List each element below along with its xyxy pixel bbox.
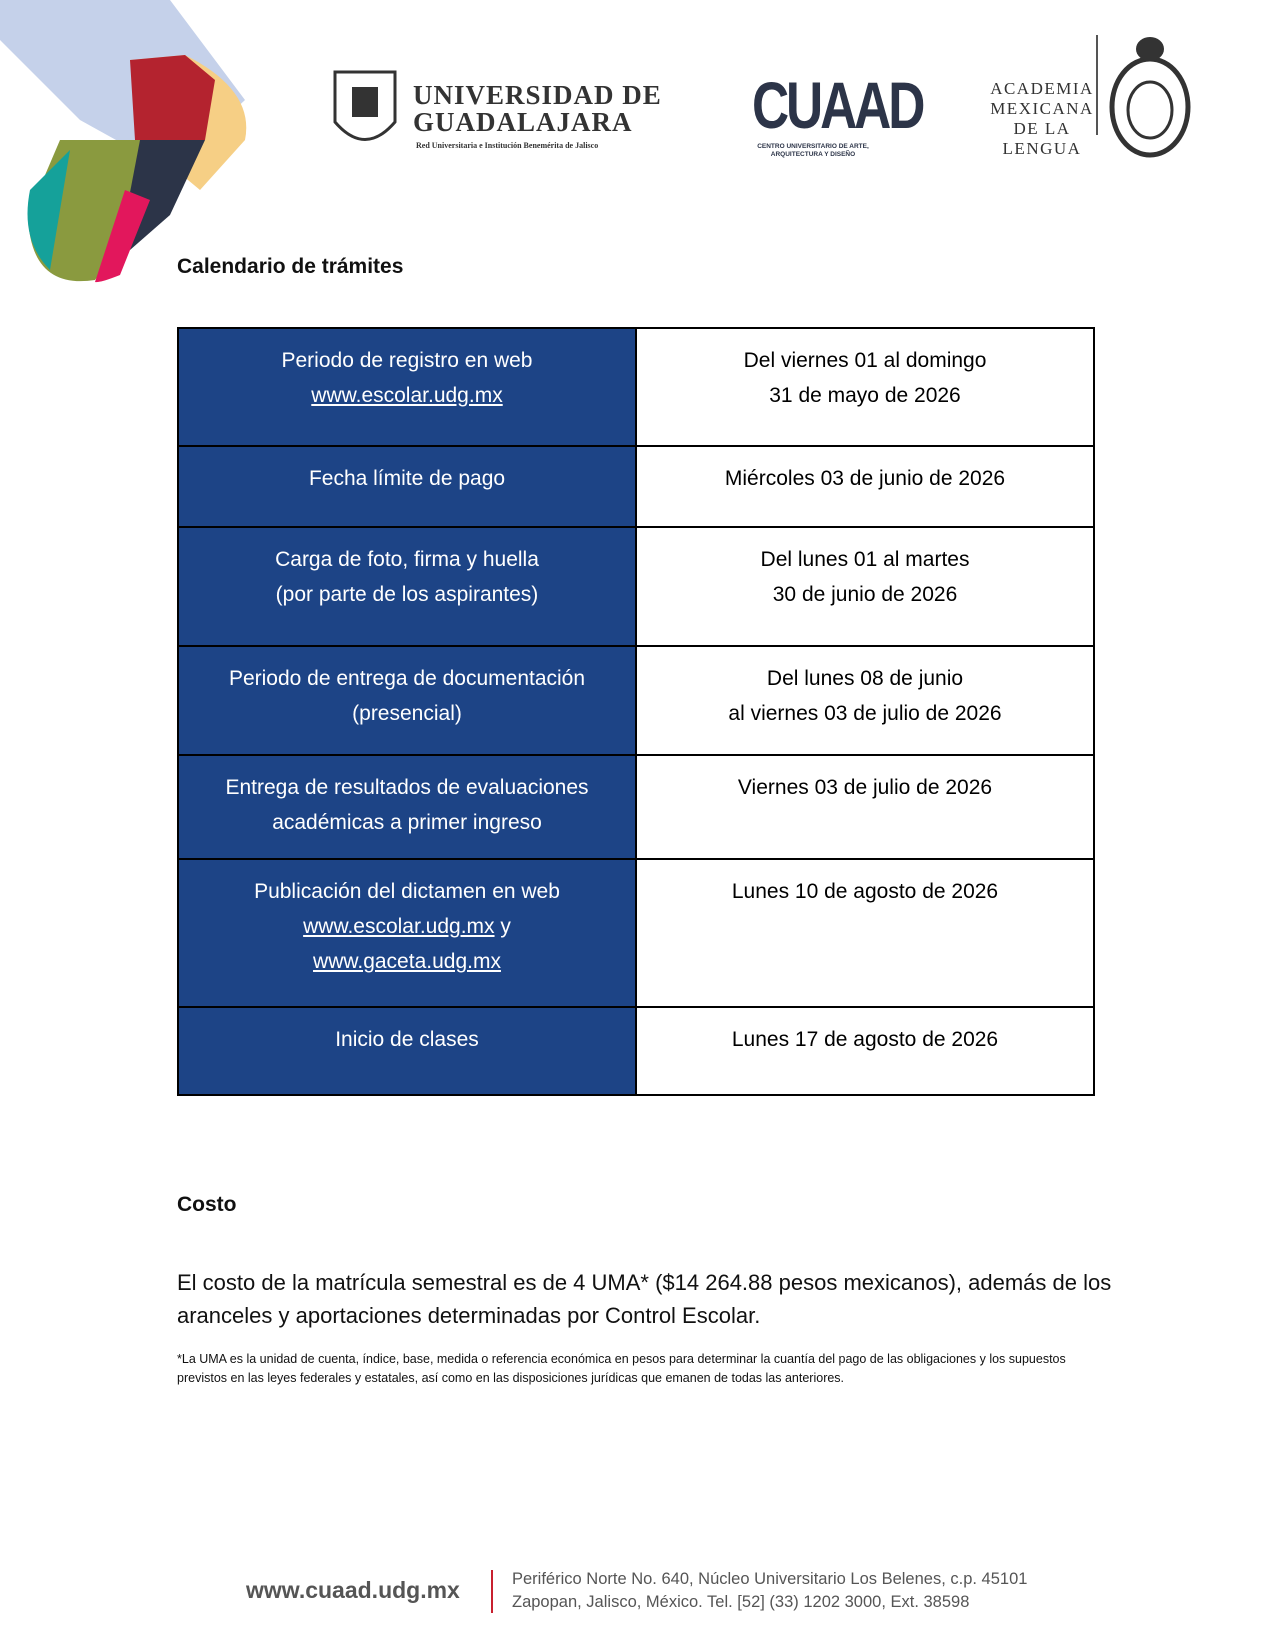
cell-line: Lunes 10 de agosto de 2026 — [647, 874, 1083, 909]
text: al viernes 03 de julio de 2026 — [728, 702, 1002, 725]
section-title: Costo — [177, 1193, 237, 1216]
cell-line: Fecha límite de pago — [189, 461, 625, 496]
table-row: Periodo de entrega de documentación (pres… — [177, 645, 1095, 756]
date-cell: Lunes 17 de agosto de 2026 — [635, 1006, 1095, 1096]
logo-text: UNIVERSIDAD DE — [413, 80, 662, 110]
cell-line: Inicio de clases — [189, 1022, 625, 1057]
text: Lunes 17 de agosto de 2026 — [731, 1028, 999, 1051]
footer-url[interactable]: www.cuaad.udg.mx — [246, 1577, 460, 1603]
table-row: Inicio de clases Lunes 17 de agosto de 20… — [177, 1006, 1095, 1096]
text: (por parte de los aspirantes) — [275, 583, 539, 606]
text: Del lunes 01 al martes — [760, 548, 970, 571]
table-row: Fecha límite de pago Miércoles 03 de juni… — [177, 445, 1095, 528]
date-cell: Miércoles 03 de junio de 2026 — [635, 445, 1095, 528]
cell-line: Carga de foto, firma y huella — [189, 542, 625, 577]
table-row: Carga de foto, firma y huella (por parte … — [177, 526, 1095, 647]
academia-crest — [1109, 37, 1191, 158]
text: Inicio de clases — [335, 1028, 479, 1051]
schedule-table: Periodo de registro en web www.escolar.ud… — [177, 327, 1095, 1096]
date-cell: Viernes 03 de julio de 2026 — [635, 754, 1095, 860]
label-cell: Fecha límite de pago — [177, 445, 637, 528]
cell-line: 30 de junio de 2026 — [647, 577, 1083, 612]
label-cell: Entrega de resultados de evaluaciones aca… — [177, 754, 637, 860]
logo-text: MEXICANA — [990, 99, 1094, 118]
cell-line: al viernes 03 de julio de 2026 — [647, 696, 1083, 731]
logo-text: DE LA — [1013, 119, 1071, 138]
cell-line: académicas a primer ingreso — [189, 805, 625, 840]
logo-text: LENGUA — [1002, 139, 1082, 158]
table-row: Periodo de registro en web www.escolar.ud… — [177, 327, 1095, 447]
cell-line: Periodo de entrega de documentación — [189, 661, 625, 696]
logo-text: ACADEMIA — [990, 79, 1094, 98]
cell-line: www.gaceta.udg.mx — [189, 944, 625, 979]
logo-text: GUADALAJARA — [413, 107, 633, 137]
label-cell: Inicio de clases — [177, 1006, 637, 1096]
logo-text: Red Universitaria e Institución Beneméri… — [416, 141, 599, 150]
logo-text: CENTRO UNIVERSITARIO DE ARTE, ARQUITECTU… — [757, 143, 869, 158]
text: 30 de junio de 2026 — [772, 583, 958, 606]
divider — [1096, 35, 1098, 135]
label-cell: Publicación del dictamen en web www.escol… — [177, 858, 637, 1008]
cell-line: www.escolar.udg.mx — [189, 378, 625, 413]
cell-line: (por parte de los aspirantes) — [189, 577, 625, 612]
corner-graphic — [0, 0, 247, 283]
cell-line: Del lunes 08 de junio — [647, 661, 1083, 696]
text: Miércoles 03 de junio de 2026 — [724, 467, 1006, 490]
logo-text: CUAAD — [752, 68, 925, 142]
cell-line: Periodo de registro en web — [189, 343, 625, 378]
text: (presencial) — [352, 702, 462, 725]
cell-line: Miércoles 03 de junio de 2026 — [647, 461, 1083, 496]
cell-line: Viernes 03 de julio de 2026 — [647, 770, 1083, 805]
table-row: Entrega de resultados de evaluaciones aca… — [177, 754, 1095, 860]
paragraph: El costo de la matrícula semestral es de… — [177, 1270, 1112, 1328]
cell-line: 31 de mayo de 2026 — [647, 378, 1083, 413]
text: Entrega de resultados de evaluaciones — [225, 776, 589, 799]
cell-line: Publicación del dictamen en web — [189, 874, 625, 909]
text: Publicación del dictamen en web — [254, 880, 560, 903]
label-cell: Carga de foto, firma y huella (por parte … — [177, 526, 637, 647]
text: 31 de mayo de 2026 — [769, 384, 961, 407]
text: académicas a primer ingreso — [272, 811, 542, 834]
table-row: Publicación del dictamen en web www.escol… — [177, 858, 1095, 1008]
label-cell: Periodo de entrega de documentación (pres… — [177, 645, 637, 756]
cell-line: Del viernes 01 al domingo — [647, 343, 1083, 378]
date-cell: Del lunes 01 al martes 30 de junio de 202… — [635, 526, 1095, 647]
cell-line: Lunes 17 de agosto de 2026 — [647, 1022, 1083, 1057]
section-title: Calendario de trámites — [177, 255, 404, 278]
text: Carga de foto, firma y huella — [275, 548, 539, 571]
link[interactable]: www.escolar.udg.mx — [311, 384, 503, 407]
date-cell: Lunes 10 de agosto de 2026 — [635, 858, 1095, 1008]
cell-line: Entrega de resultados de evaluaciones — [189, 770, 625, 805]
cell-line: Del lunes 01 al martes — [647, 542, 1083, 577]
link[interactable]: www.escolar.udg.mx — [303, 915, 495, 938]
cell-line: (presencial) — [189, 696, 625, 731]
footer-address: Zapopan, Jalisco, México. Tel. [52] (33)… — [512, 1593, 970, 1611]
udg-crest — [333, 70, 397, 141]
text: Periodo de entrega de documentación — [228, 667, 586, 690]
text: y — [494, 915, 511, 938]
divider — [491, 1570, 493, 1613]
text: Fecha límite de pago — [308, 467, 506, 490]
text: Lunes 10 de agosto de 2026 — [731, 880, 999, 903]
text: Viernes 03 de julio de 2026 — [737, 776, 993, 799]
footnote: *La UMA es la unidad de cuenta, índice, … — [177, 1352, 1066, 1385]
text: Del viernes 01 al domingo — [743, 349, 987, 372]
date-cell: Del viernes 01 al domingo 31 de mayo de 2… — [635, 327, 1095, 447]
text: Periodo de registro en web — [281, 349, 533, 372]
cell-line: www.escolar.udg.mx y — [189, 909, 625, 944]
footer-address: Periférico Norte No. 640, Núcleo Univers… — [512, 1570, 1028, 1588]
text: Del lunes 08 de junio — [766, 667, 964, 690]
link[interactable]: www.gaceta.udg.mx — [313, 950, 501, 973]
date-cell: Del lunes 08 de junio al viernes 03 de ju… — [635, 645, 1095, 756]
label-cell: Periodo de registro en web www.escolar.ud… — [177, 327, 637, 447]
